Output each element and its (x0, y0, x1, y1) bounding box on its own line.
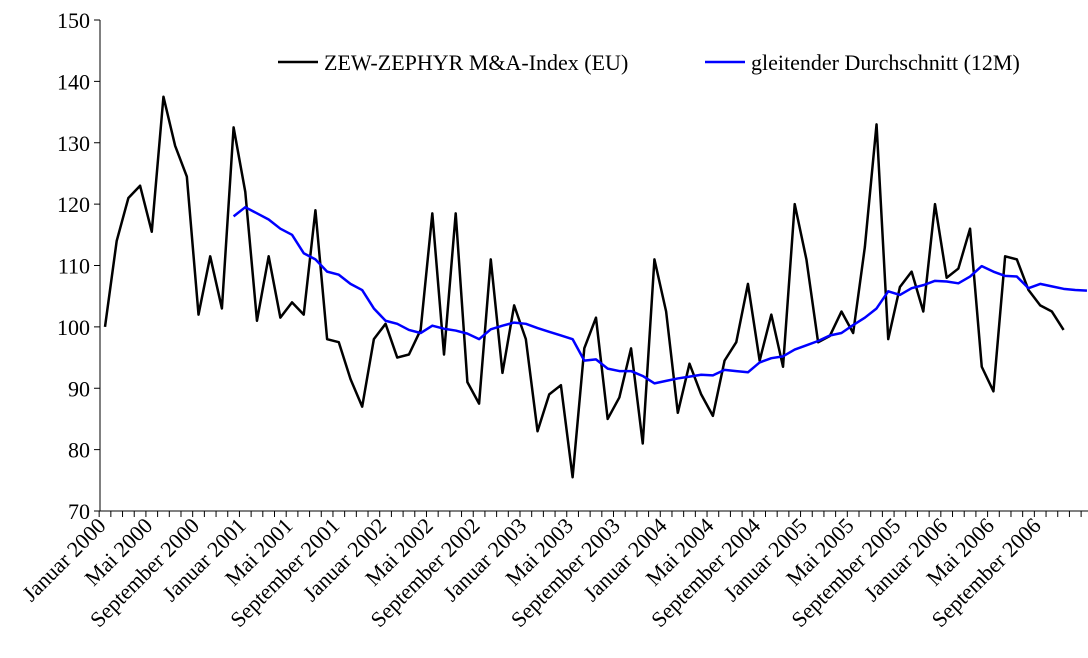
series-line (103, 95, 1065, 479)
y-tick-label: 80 (68, 438, 90, 463)
y-tick-label: 140 (57, 69, 90, 94)
y-tick-label: 130 (57, 131, 90, 156)
y-tick-label: 100 (57, 315, 90, 340)
series-line (232, 205, 1088, 385)
y-tick-label: 120 (57, 192, 90, 217)
y-tick-label: 70 (68, 499, 90, 524)
y-tick-label: 110 (58, 254, 90, 279)
legend-label: ZEW-ZEPHYR M&A-Index (EU) (324, 50, 628, 75)
y-tick-label: 150 (57, 8, 90, 33)
legend-label: gleitender Durchschnitt (12M) (751, 50, 1020, 75)
y-tick-label: 90 (68, 376, 90, 401)
